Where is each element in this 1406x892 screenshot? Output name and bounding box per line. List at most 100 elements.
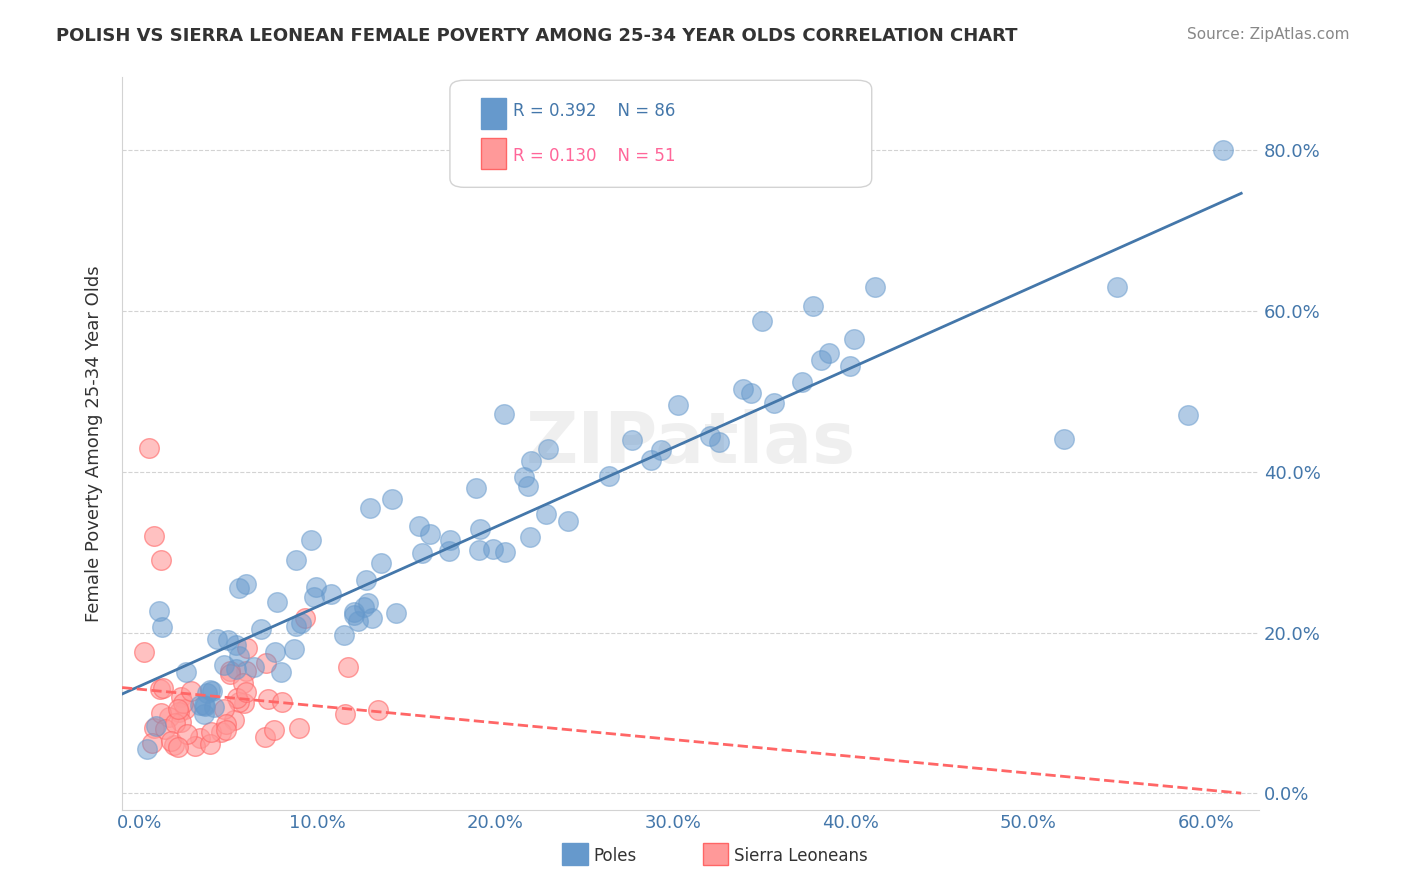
Point bbox=[353, 599, 375, 614]
Point bbox=[762, 396, 785, 410]
Point bbox=[464, 481, 486, 495]
Point bbox=[640, 453, 662, 467]
Point bbox=[367, 703, 389, 717]
Point bbox=[381, 491, 404, 506]
Point bbox=[319, 587, 342, 601]
Point bbox=[235, 684, 257, 698]
Point bbox=[411, 546, 433, 560]
Point bbox=[751, 314, 773, 328]
Point bbox=[169, 714, 191, 729]
Point bbox=[225, 662, 247, 676]
Point bbox=[266, 595, 288, 609]
Point bbox=[219, 667, 242, 681]
Text: Poles: Poles bbox=[593, 847, 637, 865]
Point bbox=[408, 519, 430, 533]
Point bbox=[202, 700, 225, 714]
Point bbox=[437, 543, 460, 558]
Point bbox=[165, 716, 187, 731]
Point bbox=[263, 723, 285, 738]
Point bbox=[650, 443, 672, 458]
Point bbox=[197, 686, 219, 700]
Point bbox=[184, 739, 207, 753]
Point bbox=[170, 690, 193, 705]
Point bbox=[134, 645, 156, 659]
Point bbox=[200, 737, 222, 751]
Point bbox=[333, 628, 356, 642]
Point bbox=[494, 545, 516, 559]
Point bbox=[740, 385, 762, 400]
Point bbox=[520, 453, 543, 467]
Point bbox=[150, 620, 173, 634]
Point bbox=[188, 731, 211, 745]
Point bbox=[207, 632, 229, 647]
Point bbox=[305, 580, 328, 594]
Point bbox=[370, 556, 392, 570]
Point bbox=[235, 576, 257, 591]
Point bbox=[343, 607, 366, 622]
Point bbox=[519, 530, 541, 544]
Point bbox=[699, 429, 721, 443]
Point bbox=[842, 332, 865, 346]
Point bbox=[336, 660, 359, 674]
Point bbox=[135, 741, 157, 756]
Point bbox=[1052, 433, 1074, 447]
Point bbox=[188, 698, 211, 713]
Point bbox=[335, 706, 357, 721]
Point bbox=[360, 611, 382, 625]
Point bbox=[621, 433, 644, 447]
Point bbox=[228, 648, 250, 663]
Point bbox=[209, 724, 232, 739]
Point bbox=[290, 615, 312, 630]
Point bbox=[299, 533, 322, 548]
Point bbox=[153, 722, 176, 736]
Point bbox=[232, 696, 254, 710]
Point bbox=[731, 382, 754, 396]
Point bbox=[166, 739, 188, 754]
Point bbox=[801, 299, 824, 313]
Point bbox=[419, 527, 441, 541]
Point bbox=[201, 684, 224, 698]
Text: R = 0.130    N = 51: R = 0.130 N = 51 bbox=[513, 147, 676, 165]
Point bbox=[254, 730, 277, 744]
Point bbox=[141, 736, 163, 750]
Point bbox=[212, 658, 235, 673]
Point bbox=[219, 664, 242, 678]
Point bbox=[194, 699, 217, 714]
Point bbox=[176, 727, 198, 741]
Point bbox=[1177, 409, 1199, 423]
Point bbox=[287, 721, 309, 735]
Point bbox=[232, 676, 254, 690]
Point bbox=[174, 702, 197, 716]
Point bbox=[790, 376, 813, 390]
Point bbox=[193, 706, 215, 721]
Point bbox=[169, 705, 191, 719]
Text: Sierra Leoneans: Sierra Leoneans bbox=[734, 847, 868, 865]
Point bbox=[152, 681, 174, 695]
Point bbox=[1212, 143, 1234, 157]
Point bbox=[150, 706, 173, 721]
Point bbox=[294, 611, 316, 625]
Point bbox=[215, 723, 238, 738]
Point bbox=[200, 682, 222, 697]
Point bbox=[145, 719, 167, 733]
Point bbox=[212, 702, 235, 716]
Point bbox=[172, 696, 194, 710]
Point bbox=[235, 664, 257, 678]
Point bbox=[148, 603, 170, 617]
Point bbox=[302, 590, 325, 604]
Point bbox=[536, 507, 558, 521]
Point bbox=[174, 665, 197, 679]
Point bbox=[359, 501, 381, 516]
Point bbox=[163, 738, 186, 752]
Point bbox=[1105, 279, 1128, 293]
Point bbox=[228, 695, 250, 709]
Point bbox=[356, 573, 378, 587]
Point bbox=[225, 690, 247, 705]
Point bbox=[863, 280, 886, 294]
Y-axis label: Female Poverty Among 25-34 Year Olds: Female Poverty Among 25-34 Year Olds bbox=[86, 265, 103, 622]
Point bbox=[160, 733, 183, 747]
Point bbox=[264, 645, 287, 659]
Point bbox=[236, 641, 259, 656]
Point bbox=[149, 681, 172, 696]
Point bbox=[215, 717, 238, 731]
